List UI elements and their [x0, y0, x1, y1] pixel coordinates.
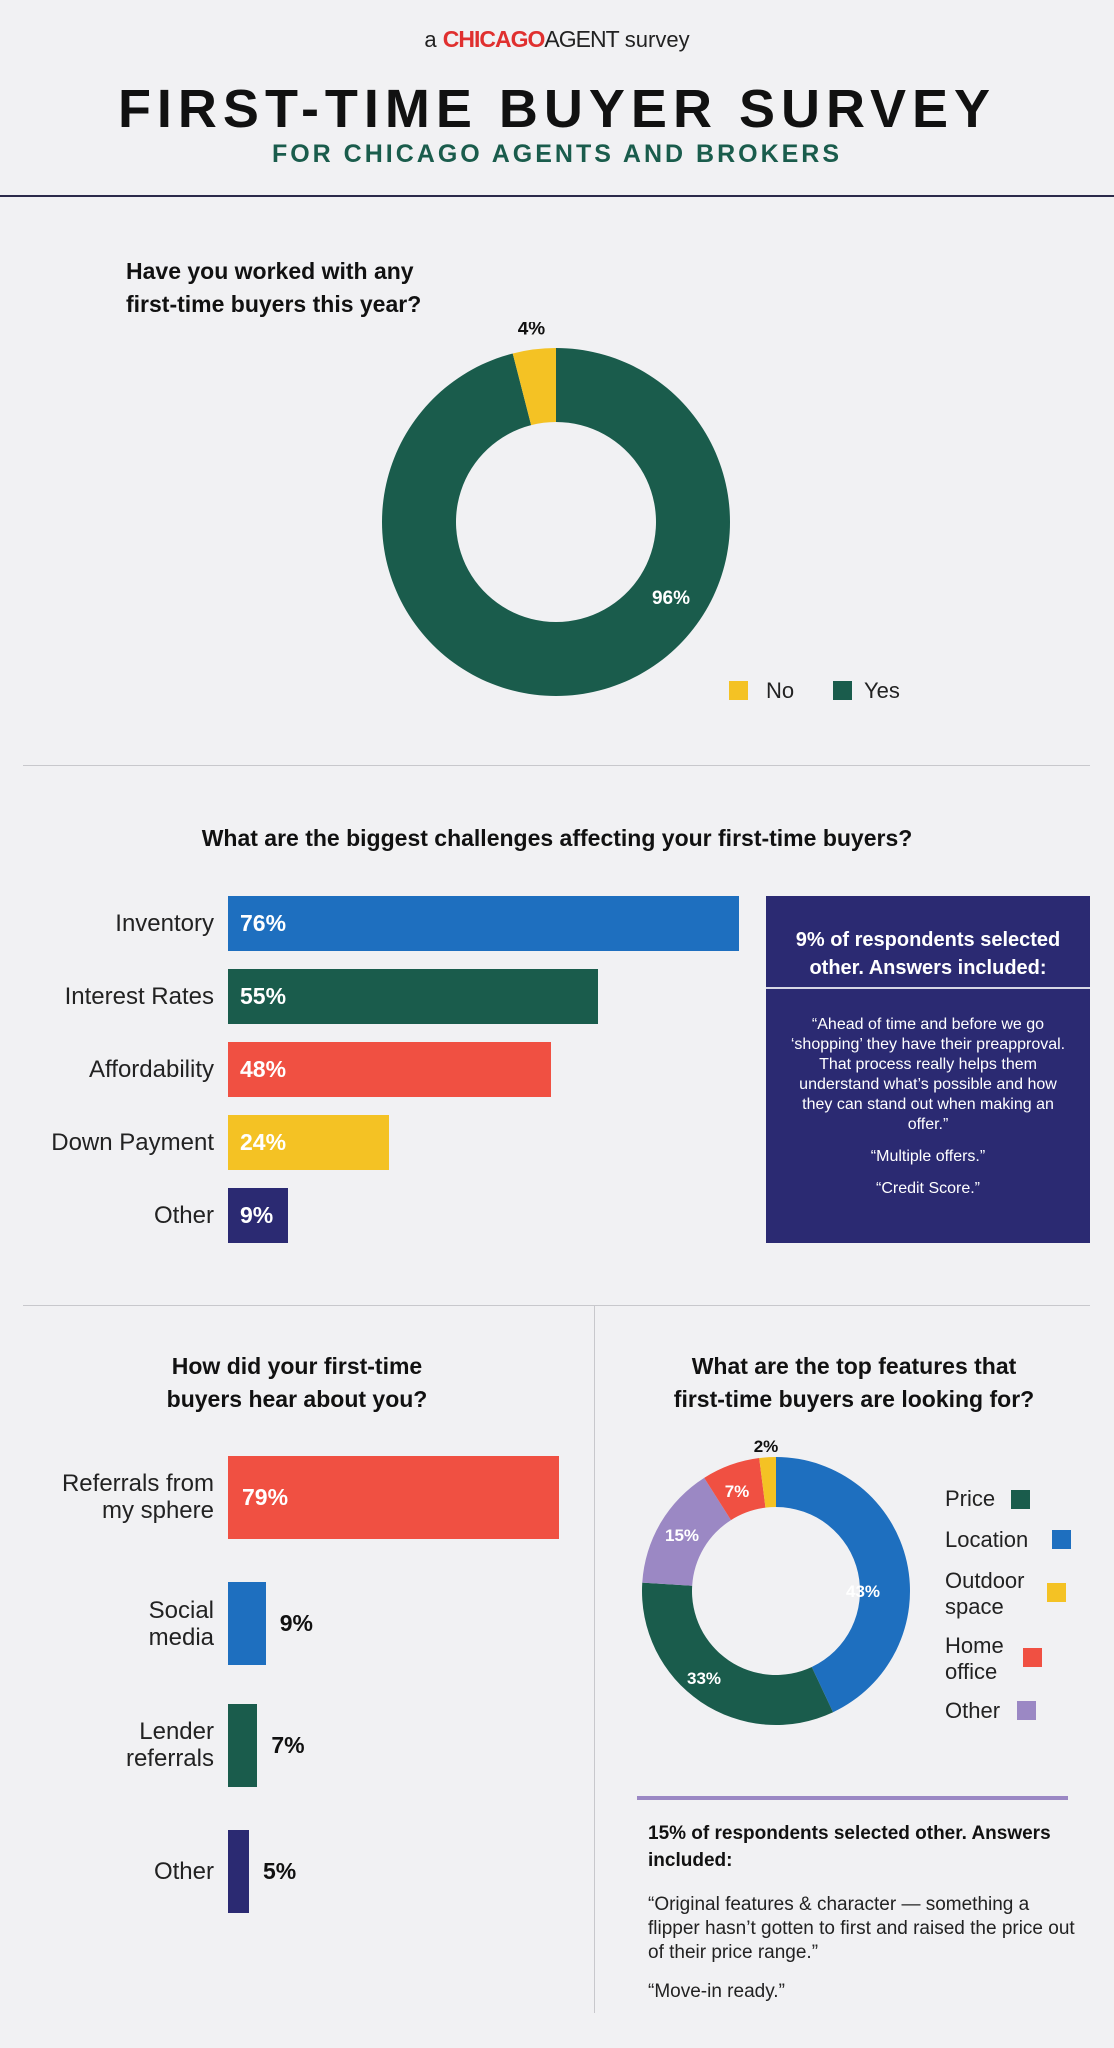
bar-label: Down Payment	[51, 1129, 214, 1156]
slice-label: 4%	[518, 322, 546, 340]
legend-location: Location	[945, 1527, 1029, 1552]
question-4-line2: first-time buyers are looking for?	[673, 1386, 1035, 1412]
quote: “Ahead of time and before we go ‘shoppin…	[790, 1016, 1066, 1133]
bar-value: 9%	[240, 1202, 274, 1228]
bar-label-lender: Lender referrals	[14, 1718, 214, 1772]
label-line: Lender	[139, 1718, 214, 1745]
bar-label-other: Other	[14, 1858, 214, 1885]
bar-label: Interest Rates	[64, 983, 214, 1010]
bar-other	[228, 1830, 249, 1913]
slice-label: 15%	[665, 1526, 699, 1545]
slice-outdoor-space	[759, 1457, 776, 1508]
bar-affordability: 48%	[228, 1042, 551, 1097]
label-line: Social	[148, 1597, 214, 1624]
note-divider	[637, 1796, 1068, 1800]
header-divider	[0, 195, 1114, 197]
legend-yes: Yes	[864, 678, 900, 703]
brand-logo-2: AGENT	[544, 26, 619, 52]
quote: “Original features & character — somethi…	[648, 1894, 1075, 1963]
brand-line: a CHICAGOAGENT survey	[0, 26, 1114, 53]
slice-no	[512, 348, 556, 426]
legend-swatch-no	[729, 681, 748, 700]
bar-value: 9%	[279, 1610, 313, 1636]
question-3-line1: How did your first-time	[171, 1353, 423, 1379]
label-line: referrals	[125, 1745, 214, 1772]
label-line: Referrals from	[61, 1470, 214, 1497]
slice-label: 43%	[846, 1582, 880, 1601]
slice-other	[642, 1477, 731, 1586]
other-answers-box: 9% of respondents selected other. Answer…	[766, 896, 1090, 1243]
slice-location	[776, 1457, 910, 1713]
label-line: Home	[945, 1633, 1004, 1658]
bar-social-media	[228, 1582, 266, 1665]
question-4-line1: What are the top features that	[691, 1353, 1017, 1379]
quote: “Move-in ready.”	[648, 1981, 785, 2002]
legend-swatch-location	[1052, 1530, 1071, 1549]
question-3: How did your first-time buyers hear about…	[0, 1350, 594, 1416]
bar-label-social: Social media	[14, 1597, 214, 1651]
question-1-line1: Have you worked with any	[126, 258, 414, 284]
quote: “Multiple offers.”	[870, 1148, 986, 1165]
legend-home-office: Home office	[945, 1633, 1004, 1685]
legend-other: Other	[945, 1698, 1001, 1723]
slice-label: 2%	[754, 1437, 779, 1456]
page-title: FIRST-TIME BUYER SURVEY	[117, 79, 997, 139]
donut-chart-first-time-buyers: 96% 4%	[381, 322, 730, 696]
bar-value: 7%	[271, 1732, 305, 1758]
bar-value: 48%	[240, 1056, 287, 1082]
slice-home-office	[704, 1458, 766, 1521]
quote: “Credit Score.”	[875, 1180, 981, 1197]
brand-logo: CHICAGO	[442, 26, 546, 52]
slice-yes	[381, 348, 730, 696]
question-1-line2: first-time buyers this year?	[126, 291, 422, 317]
label-line: office	[945, 1659, 998, 1684]
slice-label: 96%	[652, 588, 690, 609]
legend-no: No	[766, 678, 795, 703]
bar-value: 5%	[262, 1858, 297, 1884]
question-1: Have you worked with any first-time buyer…	[126, 255, 421, 321]
bar-other: 9%	[228, 1188, 289, 1243]
label-line: space	[945, 1594, 1004, 1619]
bar-down-payment: 24%	[228, 1115, 390, 1170]
page-subtitle: FOR CHICAGO AGENTS AND BROKERS	[271, 140, 843, 168]
slice-label: 33%	[687, 1669, 721, 1688]
label-line: my sphere	[101, 1497, 214, 1524]
legend-swatch-yes	[833, 681, 852, 700]
question-2: What are the biggest challenges affectin…	[201, 825, 913, 851]
slice-price	[642, 1582, 834, 1725]
label-line: media	[148, 1624, 214, 1651]
bar-referrals-from-my-sphere	[228, 1456, 559, 1539]
legend-swatch-outdoor	[1047, 1583, 1066, 1602]
question-3-line2: buyers hear about you?	[166, 1386, 428, 1412]
brand-suffix: survey	[624, 27, 690, 52]
slice-label: 7%	[725, 1482, 750, 1501]
bar-value: 55%	[240, 983, 287, 1009]
section-divider	[23, 1305, 1090, 1306]
bar-value: 24%	[240, 1129, 287, 1155]
bar-label: Inventory	[115, 910, 214, 937]
bar-label: Other	[153, 1202, 214, 1229]
legend-swatch-other	[1017, 1701, 1036, 1720]
bar-inventory: 76%	[228, 896, 739, 951]
brand-prefix: a	[424, 27, 437, 52]
other-answers-title: 15% of respondents selected other. Answe…	[648, 1823, 1051, 1871]
column-divider	[594, 1305, 595, 2013]
legend-outdoor: Outdoor space	[945, 1568, 1025, 1620]
bar-value: 79%	[242, 1484, 289, 1510]
question-4: What are the top features that first-time…	[594, 1350, 1114, 1416]
bar-lender-referrals	[228, 1704, 258, 1787]
section-divider	[23, 765, 1090, 766]
legend-price: Price	[945, 1486, 996, 1511]
bar-label: Affordability	[89, 1056, 214, 1083]
legend-swatch-home-office	[1023, 1648, 1042, 1667]
legend-swatch-price	[1011, 1490, 1030, 1509]
bar-interest-rates: 55%	[228, 969, 598, 1024]
other-answers-title: 9% of respondents selected other. Answer…	[766, 896, 1090, 989]
label-line: Outdoor	[945, 1568, 1025, 1593]
bar-label-referrals: Referrals from my sphere	[14, 1470, 214, 1524]
bar-value: 76%	[240, 910, 287, 936]
label-line: Other	[153, 1858, 214, 1885]
donut-chart-features: 43% 33% 15% 7% 2%	[642, 1437, 910, 1725]
